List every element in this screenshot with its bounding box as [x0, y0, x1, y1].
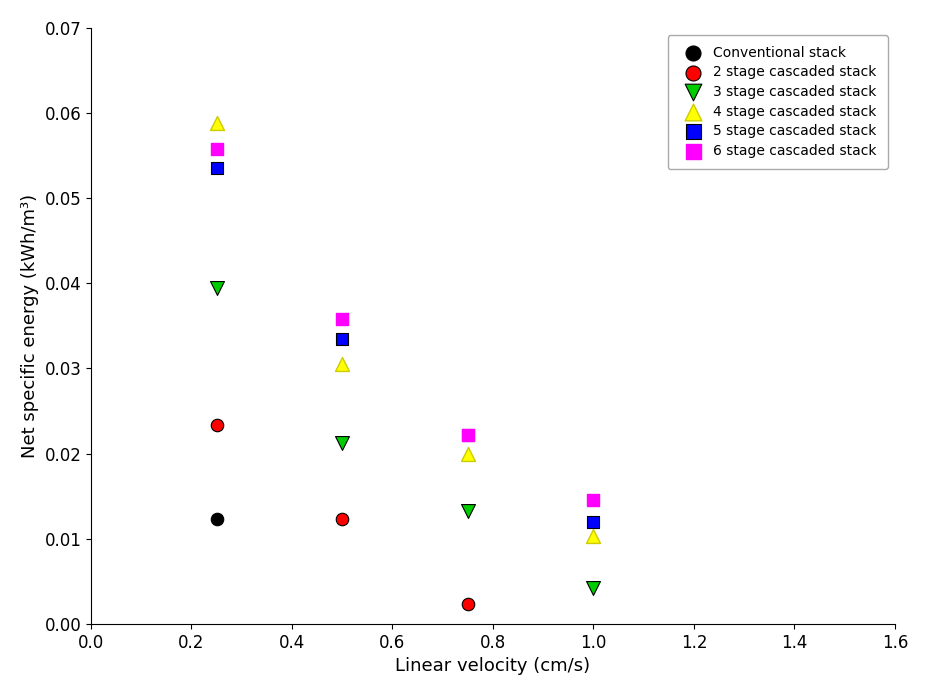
3 stage cascaded stack	[209, 282, 224, 293]
2 stage cascaded stack	[209, 420, 224, 431]
5 stage cascaded stack	[334, 333, 349, 345]
X-axis label: Linear velocity (cm/s): Linear velocity (cm/s)	[395, 657, 590, 675]
4 stage cascaded stack	[460, 448, 475, 459]
Conventional stack	[209, 514, 224, 525]
5 stage cascaded stack	[460, 429, 475, 441]
3 stage cascaded stack	[460, 506, 475, 517]
5 stage cascaded stack	[586, 516, 600, 528]
6 stage cascaded stack	[586, 495, 600, 506]
6 stage cascaded stack	[209, 143, 224, 155]
2 stage cascaded stack	[334, 514, 349, 525]
3 stage cascaded stack	[586, 583, 600, 594]
3 stage cascaded stack	[334, 437, 349, 448]
6 stage cascaded stack	[334, 313, 349, 324]
5 stage cascaded stack	[209, 163, 224, 174]
4 stage cascaded stack	[209, 118, 224, 129]
6 stage cascaded stack	[460, 429, 475, 441]
Legend: Conventional stack, 2 stage cascaded stack, 3 stage cascaded stack, 4 stage casc: Conventional stack, 2 stage cascaded sta…	[667, 35, 887, 168]
4 stage cascaded stack	[334, 358, 349, 370]
4 stage cascaded stack	[586, 530, 600, 541]
Y-axis label: Net specific energy (kWh/m³): Net specific energy (kWh/m³)	[20, 193, 39, 458]
2 stage cascaded stack	[460, 599, 475, 610]
